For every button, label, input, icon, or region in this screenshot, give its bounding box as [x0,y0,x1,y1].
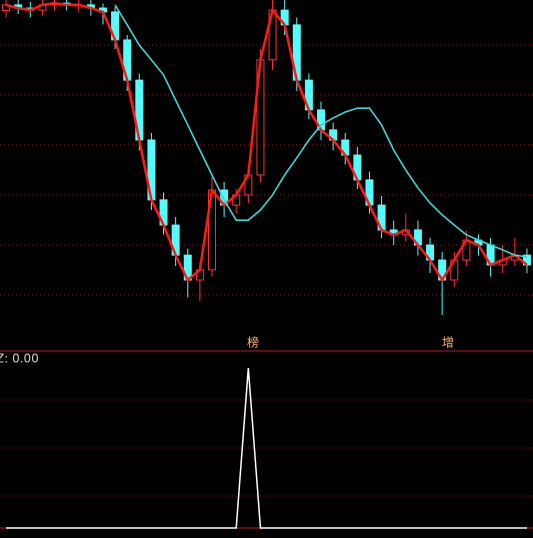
line-series [114,4,528,258]
line-series [5,1,528,283]
panel-title: Z: 0.00 [0,352,39,366]
signal-label: 榜 [247,335,259,350]
signal-label: 增 [442,336,454,350]
line-series [6,367,527,529]
